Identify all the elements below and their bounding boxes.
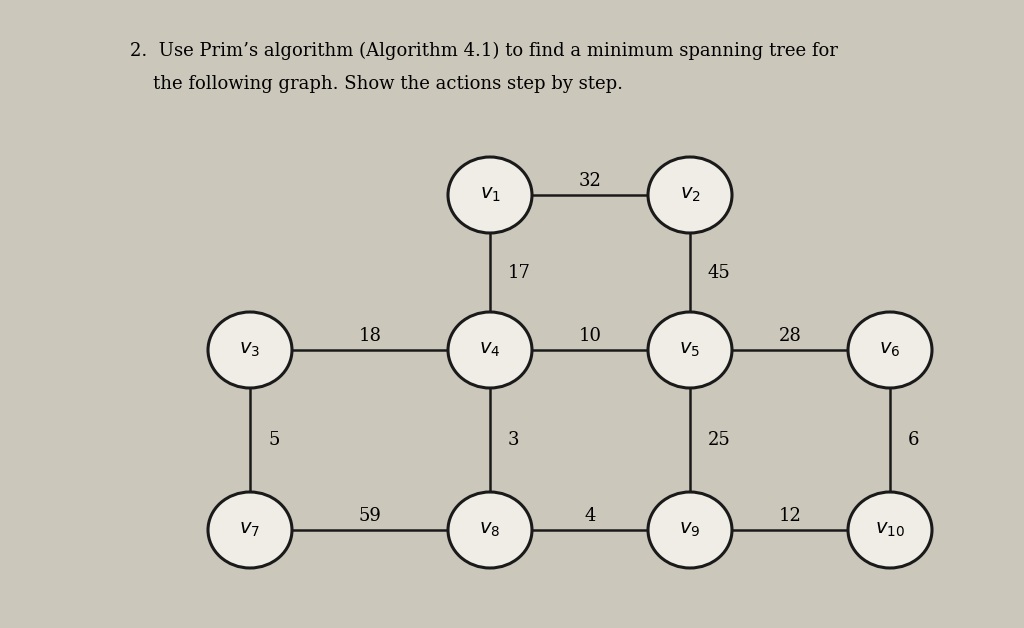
- Text: $v_{8}$: $v_{8}$: [479, 521, 501, 539]
- Text: 6: 6: [908, 431, 920, 449]
- Text: $v_{9}$: $v_{9}$: [679, 521, 700, 539]
- Text: 18: 18: [358, 327, 382, 345]
- Ellipse shape: [449, 492, 532, 568]
- Text: 4: 4: [585, 507, 596, 525]
- Text: $v_{1}$: $v_{1}$: [479, 186, 501, 204]
- Text: 45: 45: [708, 264, 731, 281]
- Ellipse shape: [648, 492, 732, 568]
- Ellipse shape: [208, 492, 292, 568]
- Ellipse shape: [848, 492, 932, 568]
- Text: the following graph. Show the actions step by step.: the following graph. Show the actions st…: [130, 75, 623, 93]
- Ellipse shape: [449, 157, 532, 233]
- Text: 25: 25: [708, 431, 731, 449]
- Ellipse shape: [848, 312, 932, 388]
- Text: $v_{3}$: $v_{3}$: [240, 341, 260, 359]
- Text: $v_{6}$: $v_{6}$: [880, 341, 901, 359]
- Ellipse shape: [648, 157, 732, 233]
- Ellipse shape: [208, 312, 292, 388]
- Text: 5: 5: [268, 431, 280, 449]
- Text: 12: 12: [778, 507, 802, 525]
- Text: 3: 3: [508, 431, 519, 449]
- Text: $v_{10}$: $v_{10}$: [876, 521, 905, 539]
- Text: 10: 10: [579, 327, 601, 345]
- Ellipse shape: [648, 312, 732, 388]
- Text: $v_{2}$: $v_{2}$: [680, 186, 700, 204]
- Text: $v_{7}$: $v_{7}$: [240, 521, 260, 539]
- Text: $v_{5}$: $v_{5}$: [680, 341, 700, 359]
- Ellipse shape: [449, 312, 532, 388]
- Text: 32: 32: [579, 172, 601, 190]
- Text: 2.  Use Prim’s algorithm (Algorithm 4.1) to find a minimum spanning tree for: 2. Use Prim’s algorithm (Algorithm 4.1) …: [130, 42, 838, 60]
- Text: 59: 59: [358, 507, 381, 525]
- Text: $v_{4}$: $v_{4}$: [479, 341, 501, 359]
- Text: 17: 17: [508, 264, 530, 281]
- Text: 28: 28: [778, 327, 802, 345]
